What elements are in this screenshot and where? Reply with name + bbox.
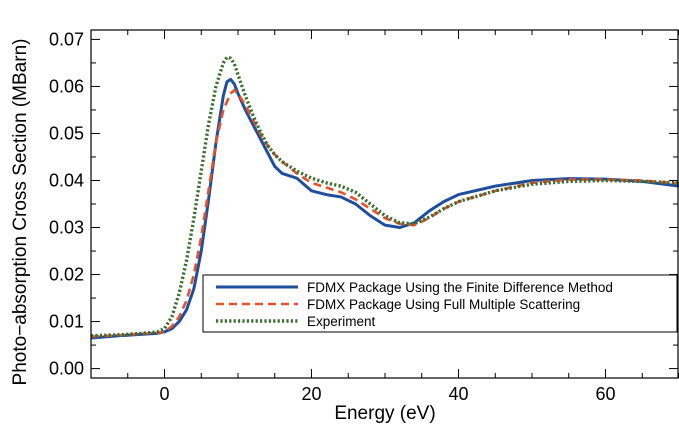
y-tick-label: 0.04	[49, 170, 84, 190]
legend-label-3: Experiment	[307, 314, 376, 329]
legend-label-2: FDMX Package Using Full Multiple Scatter…	[307, 297, 580, 312]
x-axis-title: Energy (eV)	[334, 403, 435, 424]
y-tick-label: 0.07	[49, 29, 84, 49]
x-tick-label: 40	[448, 384, 468, 404]
y-axis-title: Photo−absorption Cross Section (MBarn)	[10, 39, 31, 386]
x-tick-label: 20	[301, 384, 321, 404]
legend: FDMX Package Using the Finite Difference…	[202, 274, 678, 333]
y-tick-label: 0.03	[49, 218, 84, 238]
y-tick-label: 0.01	[49, 312, 84, 332]
y-tick-label: 0.06	[49, 76, 84, 96]
series-line-1	[91, 77, 679, 340]
y-tick-label: 0.00	[49, 359, 84, 379]
tick-labels-layer: 0 20 40 60 0.00 0.01 0.02 0.03 0.04 0.05 0.06 0.07	[49, 29, 616, 404]
y-tick-label: 0.05	[49, 123, 84, 143]
x-tick-label: 0	[159, 384, 169, 404]
ticks-layer	[90, 30, 679, 378]
y-tick-label: 0.02	[49, 265, 84, 285]
x-tick-label: 60	[595, 384, 615, 404]
legend-label-1: FDMX Package Using the Finite Difference…	[307, 280, 613, 295]
series-layer	[91, 55, 679, 340]
